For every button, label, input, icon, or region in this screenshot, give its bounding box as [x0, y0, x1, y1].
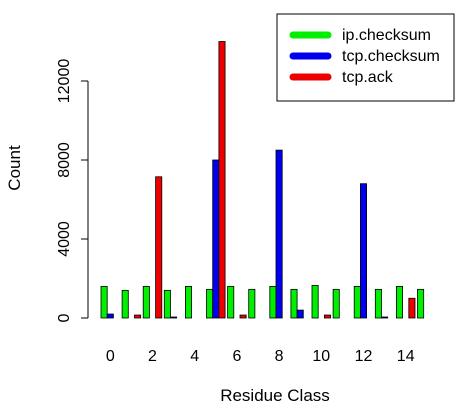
bar-ip-checksum-1 [121, 289, 129, 319]
bar-tcp-checksum-9 [296, 309, 304, 319]
bar-ip-checksum-9 [290, 288, 298, 319]
bar-tcp-ack-14 [408, 297, 416, 319]
y-tick-label-8000: 8000 [56, 142, 73, 178]
bars-group [100, 41, 425, 319]
x-tick-label-2: 2 [148, 348, 157, 365]
bar-tcp-ack-10 [323, 314, 331, 319]
bar-ip-checksum-2 [142, 285, 150, 319]
bar-ip-checksum-0 [100, 285, 108, 319]
bar-tcp-ack-5 [218, 41, 226, 319]
x-axis-title: Residue Class [220, 386, 330, 405]
bar-ip-checksum-10 [311, 285, 319, 319]
legend-label-ip-checksum: ip.checksum [342, 27, 431, 44]
y-tick-label-12000: 12000 [56, 59, 73, 104]
bar-tcp-ack-2 [155, 176, 163, 319]
x-tick-label-0: 0 [106, 348, 115, 365]
x-tick-label-6: 6 [232, 348, 241, 365]
x-tick-label-14: 14 [397, 348, 415, 365]
legend-label-tcp-checksum: tcp.checksum [342, 48, 440, 65]
bar-ip-checksum-11 [332, 288, 340, 319]
legend: ip.checksum tcp.checksum tcp.ack [276, 13, 455, 102]
bar-tcp-checksum-0 [106, 313, 114, 319]
bar-tcp-checksum-8 [275, 149, 283, 319]
bar-ip-checksum-4 [184, 285, 192, 319]
bar-tcp-ack-6 [239, 314, 247, 319]
y-tick-label-4000: 4000 [56, 221, 73, 257]
x-tick-label-8: 8 [275, 348, 284, 365]
y-axis: 0 4000 8000 12000 [56, 59, 89, 322]
bar-ip-checksum-5 [206, 288, 214, 319]
x-tick-labels: 0 2 4 6 8 10 12 14 [106, 348, 415, 365]
bar-ip-checksum-15 [417, 288, 425, 319]
bar-tcp-checksum-5 [212, 159, 220, 319]
bar-ip-checksum-14 [395, 285, 403, 319]
bar-ip-checksum-3 [163, 289, 171, 319]
legend-label-tcp-ack: tcp.ack [342, 69, 394, 86]
bar-ip-checksum-13 [374, 288, 382, 319]
bar-ip-checksum-8 [269, 285, 277, 319]
bar-tcp-ack-1 [134, 314, 142, 319]
bar-tcp-checksum-12 [359, 183, 367, 319]
bar-ip-checksum-7 [248, 288, 256, 319]
x-tick-label-12: 12 [355, 348, 373, 365]
x-tick-label-4: 4 [190, 348, 199, 365]
bar-ip-checksum-6 [227, 285, 235, 319]
bar-tcp-checksum-13 [381, 316, 389, 319]
x-tick-label-10: 10 [312, 348, 330, 365]
bar-tcp-checksum-3 [170, 316, 178, 319]
bar-ip-checksum-12 [353, 285, 361, 319]
y-axis-title: Count [5, 145, 24, 191]
y-tick-label-0: 0 [56, 313, 73, 322]
